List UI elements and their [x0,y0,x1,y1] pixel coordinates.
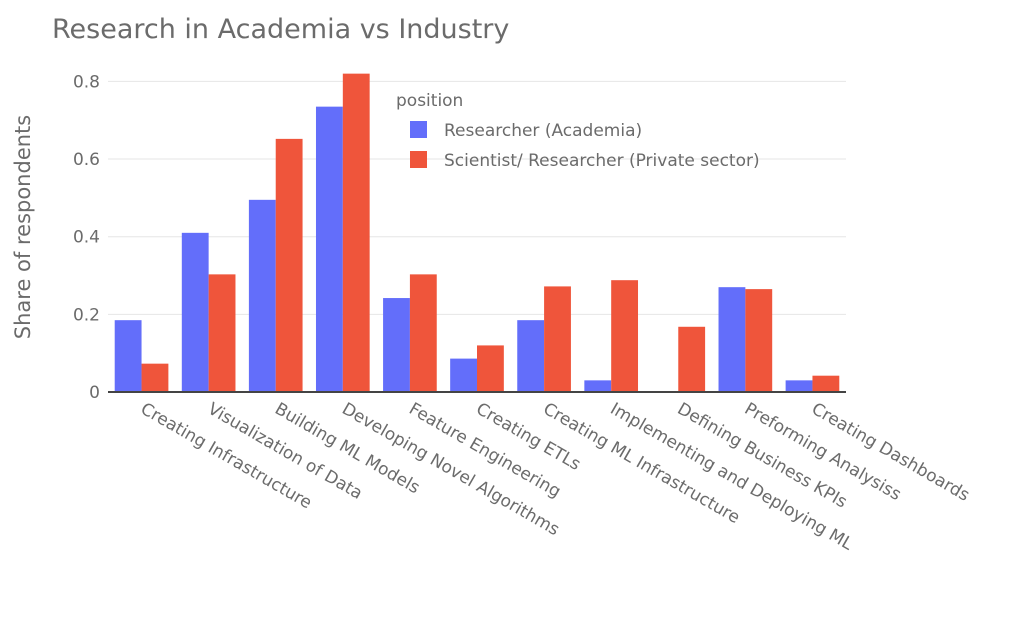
legend-swatch [410,151,427,168]
bar-academia[interactable] [248,199,276,392]
bar-private-sector[interactable] [477,345,504,392]
y-tick-label: 0.2 [73,305,100,325]
legend-swatch [410,121,427,138]
bar-academia[interactable] [450,358,477,392]
legend-item-label: Researcher (Academia) [444,121,642,141]
y-tick-labels: 0 0.2 0.4 0.6 0.8 [73,72,100,403]
bar-academia[interactable] [584,380,612,392]
y-axis-title: Share of respondents [11,115,35,339]
bar-private-sector[interactable] [141,363,169,392]
bar-academia[interactable] [718,287,746,392]
bar-academia[interactable] [315,106,343,392]
legend-title: position [396,91,463,111]
bar-private-sector[interactable] [812,375,840,392]
bar-academia[interactable] [114,320,142,392]
chart-title: Research in Academia vs Industry [52,14,509,45]
bar-private-sector[interactable] [544,286,571,392]
y-tick-label: 0.8 [73,72,100,92]
bar-academia[interactable] [517,320,545,392]
y-tick-label: 0 [89,383,100,403]
bar-private-sector[interactable] [409,274,437,392]
bar-private-sector[interactable] [678,326,706,392]
legend-item-label: Scientist/ Researcher (Private sector) [444,151,760,171]
legend[interactable]: position Researcher (Academia) Scientist/… [396,91,760,171]
bar-private-sector[interactable] [208,274,236,392]
bars [114,73,840,392]
bar-private-sector[interactable] [342,73,370,392]
bar-private-sector[interactable] [611,280,639,392]
bar-academia[interactable] [181,232,209,392]
bar-academia[interactable] [383,298,410,392]
bar-private-sector[interactable] [275,138,303,392]
bar-academia[interactable] [785,380,813,392]
bar-private-sector[interactable] [745,289,773,392]
y-tick-label: 0.4 [73,228,100,248]
y-tick-label: 0.6 [73,150,100,170]
